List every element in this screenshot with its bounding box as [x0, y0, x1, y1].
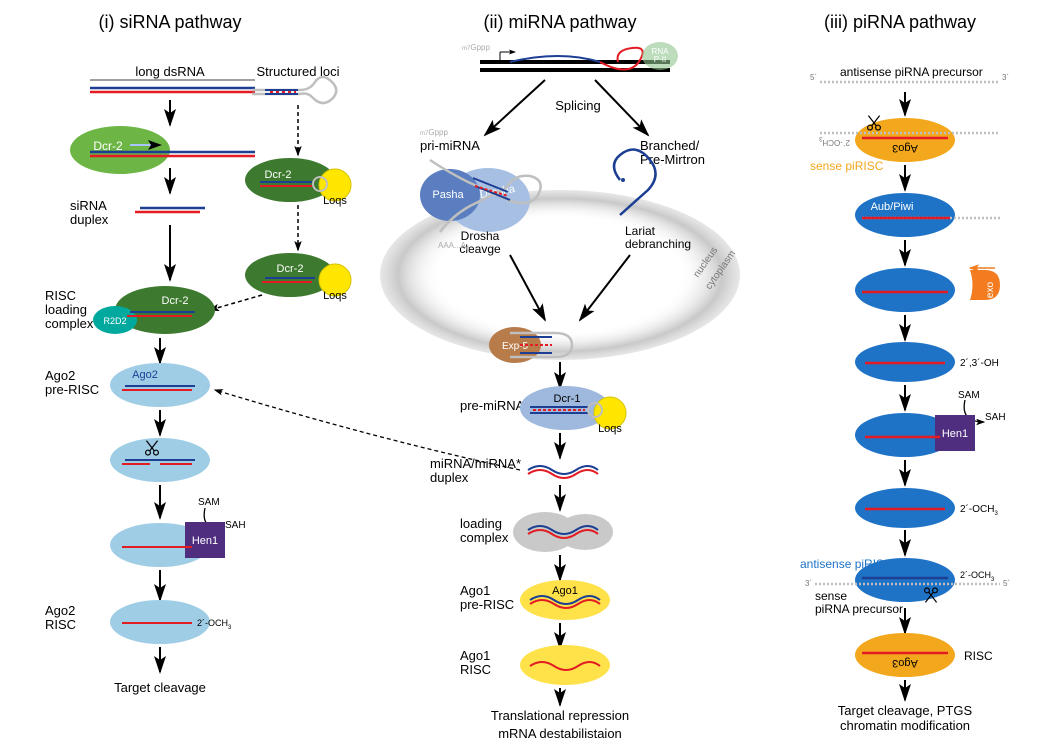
label-splicing: Splicing [555, 98, 601, 113]
svg-text:2´-OCH3: 2´-OCH3 [960, 570, 995, 583]
sirna-pathway-group: long dsRNA Dcr-2 siRNAduplex Structured … [45, 64, 351, 695]
label-branched: Branched/Pre-Mirtron [640, 138, 705, 167]
svg-text:m7Gppp: m7Gppp [462, 43, 490, 52]
loqs-label-3: Loqs [598, 423, 622, 435]
label-risc-loading: RISCloadingcomplex [45, 288, 94, 331]
heading-sirna: (i) siRNA pathway [98, 12, 241, 32]
svg-text:5´: 5´ [1003, 579, 1010, 588]
label-premirna: pre-miRNA [460, 398, 525, 413]
svg-text:2´-OCH3: 2´-OCH3 [818, 135, 850, 147]
ago3-ellipse-1 [855, 118, 955, 162]
label-risc: RISC [964, 649, 993, 663]
dcr2-label-4: Dcr-2 [162, 295, 189, 307]
ago1-label-1: Ago1 [552, 585, 578, 597]
label-23oh: 2´,3´-OH [960, 357, 999, 369]
label-structured-loci: Structured loci [256, 64, 339, 79]
aubpiwi-label: Aub/Piwi [871, 201, 914, 213]
hen1-label-1: Hen1 [192, 535, 218, 547]
hen1-label-2: Hen1 [942, 428, 968, 440]
label-3p-1: 3´ [1002, 73, 1009, 82]
label-5p-1: 5´ [810, 73, 817, 82]
heading-mirna: (ii) miRNA pathway [483, 12, 636, 32]
label-ago2-risc: Ago2RISC [45, 603, 76, 632]
label-sam-1: SAM [198, 497, 220, 508]
pirna-pathway-group: 5´ 3´ antisense piRNA precursor Ago3 2´-… [800, 65, 1010, 733]
label-ago2-prerisc: Ago2pre-RISC [45, 368, 99, 397]
ago3-ellipse-2 [855, 633, 955, 677]
heading-pirna: (iii) piRNA pathway [824, 12, 976, 32]
label-mimistar: miRNA/miRNA*duplex [430, 456, 521, 485]
gene-locus: m7Gppp RNAP-II [462, 42, 678, 70]
label-antisense-precursor: antisense piRNA precursor [840, 65, 983, 79]
label-sam-2: SAM [958, 390, 980, 401]
ago3-label-2: Ago3 [892, 657, 918, 669]
r2d2-label: R2D2 [103, 316, 126, 326]
svg-text:3´: 3´ [805, 579, 812, 588]
exo-label: exo [985, 282, 996, 299]
label-sah-1: SAH [225, 520, 246, 531]
label-mrna-destab: mRNA destabilistaion [498, 726, 622, 741]
piwi-ellipse-2 [855, 268, 955, 312]
label-target-cleavage: Target cleavage [114, 680, 206, 695]
loqs-label-1: Loqs [323, 195, 347, 207]
label-loading-complex: loadingcomplex [460, 516, 509, 545]
pasha-label: Pasha [432, 189, 464, 201]
dcr2-label-3: Dcr-2 [277, 263, 304, 275]
pathway-diagram: (i) siRNA pathway (ii) miRNA pathway (ii… [0, 0, 1050, 745]
exp5-label: Exp-5 [502, 341, 529, 352]
dcr2-label-2: Dcr-2 [265, 169, 292, 181]
aubpiwi-ellipse [855, 193, 955, 237]
label-sirna-duplex: siRNAduplex [70, 198, 109, 227]
dcr1-label: Dcr-1 [554, 393, 581, 405]
label-ago1-risc: Ago1RISC [460, 648, 491, 677]
label-trans-repr: Translational repression [491, 708, 629, 723]
label-pirna-outcome: Target cleavage, PTGSchromatin modificat… [838, 703, 973, 733]
mirna-pathway-group: nucleus cytoplasm m7Gppp RNAP-II Splicin… [215, 42, 740, 741]
label-primirna: pri-miRNA [420, 138, 480, 153]
ago3-label-1: Ago3 [892, 142, 918, 154]
label-long-dsrna: long dsRNA [135, 64, 205, 79]
ago2-label-1: Ago2 [132, 369, 158, 381]
piwi-ellipse-6 [855, 558, 955, 602]
label-ago1-prerisc: Ago1pre-RISC [460, 583, 514, 612]
svg-text:m7Gppp: m7Gppp [420, 128, 448, 137]
loqs-label-2: Loqs [323, 290, 347, 302]
label-sense-pirisc: sense piRISC [810, 159, 884, 173]
label-och3-pi: 2´-OCH3 [960, 503, 998, 517]
label-sah-2: SAH [985, 412, 1006, 423]
